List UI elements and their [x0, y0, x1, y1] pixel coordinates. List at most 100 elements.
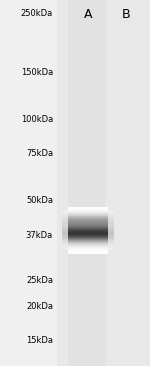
Bar: [68, 220, 108, 221]
Bar: [68, 250, 108, 251]
Bar: [68, 244, 108, 245]
Bar: [68, 233, 108, 234]
Bar: [68, 217, 108, 218]
Bar: [62, 244, 114, 245]
Bar: [68, 245, 108, 246]
Bar: [68, 220, 108, 221]
Bar: [62, 210, 114, 211]
Bar: [68, 209, 108, 210]
Bar: [68, 221, 108, 222]
Bar: [68, 234, 108, 235]
Bar: [68, 237, 108, 238]
Text: A: A: [84, 8, 92, 21]
Bar: [68, 252, 108, 253]
Bar: [62, 216, 114, 217]
Bar: [68, 208, 108, 209]
Bar: [68, 229, 108, 230]
Bar: [62, 211, 114, 212]
Bar: [68, 209, 108, 210]
Bar: [68, 207, 108, 208]
Bar: [68, 227, 108, 228]
Bar: [68, 219, 108, 220]
Bar: [62, 217, 114, 218]
Bar: [68, 215, 108, 216]
Bar: [62, 218, 114, 219]
Bar: [68, 244, 108, 245]
Bar: [68, 225, 108, 226]
Bar: [62, 217, 114, 218]
Bar: [62, 222, 114, 223]
Bar: [62, 247, 114, 248]
Bar: [62, 237, 114, 238]
Bar: [68, 248, 108, 249]
Bar: [62, 220, 114, 221]
Bar: [68, 218, 108, 219]
Bar: [68, 239, 108, 240]
Bar: [68, 211, 108, 212]
Bar: [68, 225, 108, 226]
Bar: [68, 219, 108, 220]
Bar: [68, 233, 108, 234]
Bar: [68, 251, 108, 252]
Bar: [62, 234, 114, 235]
Bar: [62, 224, 114, 225]
Bar: [68, 215, 108, 216]
Bar: [68, 232, 108, 233]
Bar: [62, 212, 114, 213]
Bar: [68, 248, 108, 249]
Bar: [68, 250, 108, 251]
Bar: [62, 244, 114, 245]
Bar: [62, 214, 114, 215]
Bar: [68, 213, 108, 214]
Bar: [62, 214, 114, 215]
Bar: [62, 238, 114, 239]
Bar: [62, 241, 114, 242]
Bar: [62, 216, 114, 217]
Bar: [68, 248, 108, 249]
Bar: [62, 242, 114, 243]
Bar: [62, 224, 114, 225]
Bar: [62, 230, 114, 231]
Bar: [62, 245, 114, 246]
Bar: [68, 226, 108, 227]
Bar: [68, 251, 108, 252]
Bar: [68, 230, 108, 231]
Bar: [68, 221, 108, 222]
Bar: [68, 229, 108, 230]
Bar: [68, 236, 108, 237]
Bar: [62, 249, 114, 250]
Bar: [62, 243, 114, 244]
Bar: [62, 234, 114, 235]
Bar: [68, 218, 108, 219]
Bar: [68, 216, 108, 217]
Bar: [68, 210, 108, 211]
Bar: [62, 223, 114, 224]
Bar: [62, 219, 114, 220]
Bar: [68, 249, 108, 250]
Bar: [62, 213, 114, 214]
Bar: [68, 217, 108, 218]
Bar: [62, 225, 114, 226]
Bar: [62, 235, 114, 236]
Bar: [68, 243, 108, 244]
Bar: [62, 221, 114, 222]
Bar: [68, 251, 108, 252]
Bar: [62, 210, 114, 211]
Bar: [68, 244, 108, 245]
Bar: [68, 238, 108, 239]
Bar: [62, 228, 114, 229]
Bar: [62, 236, 114, 237]
Bar: [62, 236, 114, 237]
Bar: [68, 228, 108, 229]
Bar: [68, 229, 108, 230]
Bar: [68, 214, 108, 215]
Bar: [68, 236, 108, 237]
Bar: [68, 245, 108, 246]
Text: 150kDa: 150kDa: [21, 68, 53, 77]
Bar: [68, 235, 108, 236]
Bar: [68, 231, 108, 232]
Bar: [62, 214, 114, 215]
Bar: [62, 210, 114, 211]
Bar: [62, 247, 114, 248]
Bar: [68, 247, 108, 248]
